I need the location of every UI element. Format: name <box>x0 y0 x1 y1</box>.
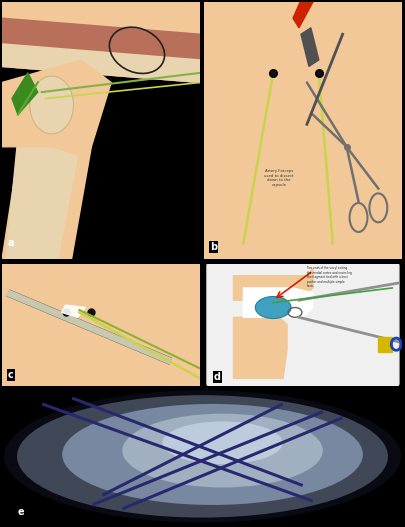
Text: b: b <box>210 242 217 251</box>
Text: Two ends of the vicryl exiting
the medial cortex and encircling
the fragment tie: Two ends of the vicryl exiting the media… <box>307 266 352 288</box>
Ellipse shape <box>17 395 388 518</box>
Polygon shape <box>233 268 313 300</box>
Polygon shape <box>2 60 111 147</box>
Polygon shape <box>2 131 92 259</box>
Ellipse shape <box>162 422 283 464</box>
Polygon shape <box>378 337 392 352</box>
FancyBboxPatch shape <box>207 262 399 387</box>
Text: e: e <box>18 506 25 516</box>
Polygon shape <box>12 73 38 114</box>
Polygon shape <box>2 2 200 82</box>
Polygon shape <box>301 28 319 66</box>
Ellipse shape <box>30 76 73 134</box>
Ellipse shape <box>255 297 291 318</box>
Polygon shape <box>62 305 85 317</box>
FancyBboxPatch shape <box>204 2 402 259</box>
Text: Artery Forceps
used to dissect
down to the
capsule: Artery Forceps used to dissect down to t… <box>264 169 294 187</box>
Polygon shape <box>293 0 313 28</box>
Ellipse shape <box>62 404 363 505</box>
Text: a: a <box>8 238 15 248</box>
Polygon shape <box>243 288 313 317</box>
Ellipse shape <box>4 391 401 522</box>
Polygon shape <box>6 137 77 259</box>
Ellipse shape <box>122 414 323 487</box>
Text: c: c <box>8 370 14 380</box>
Text: d: d <box>214 372 221 382</box>
Polygon shape <box>2 44 200 82</box>
Polygon shape <box>2 18 200 82</box>
FancyBboxPatch shape <box>2 264 200 386</box>
Polygon shape <box>233 317 287 378</box>
